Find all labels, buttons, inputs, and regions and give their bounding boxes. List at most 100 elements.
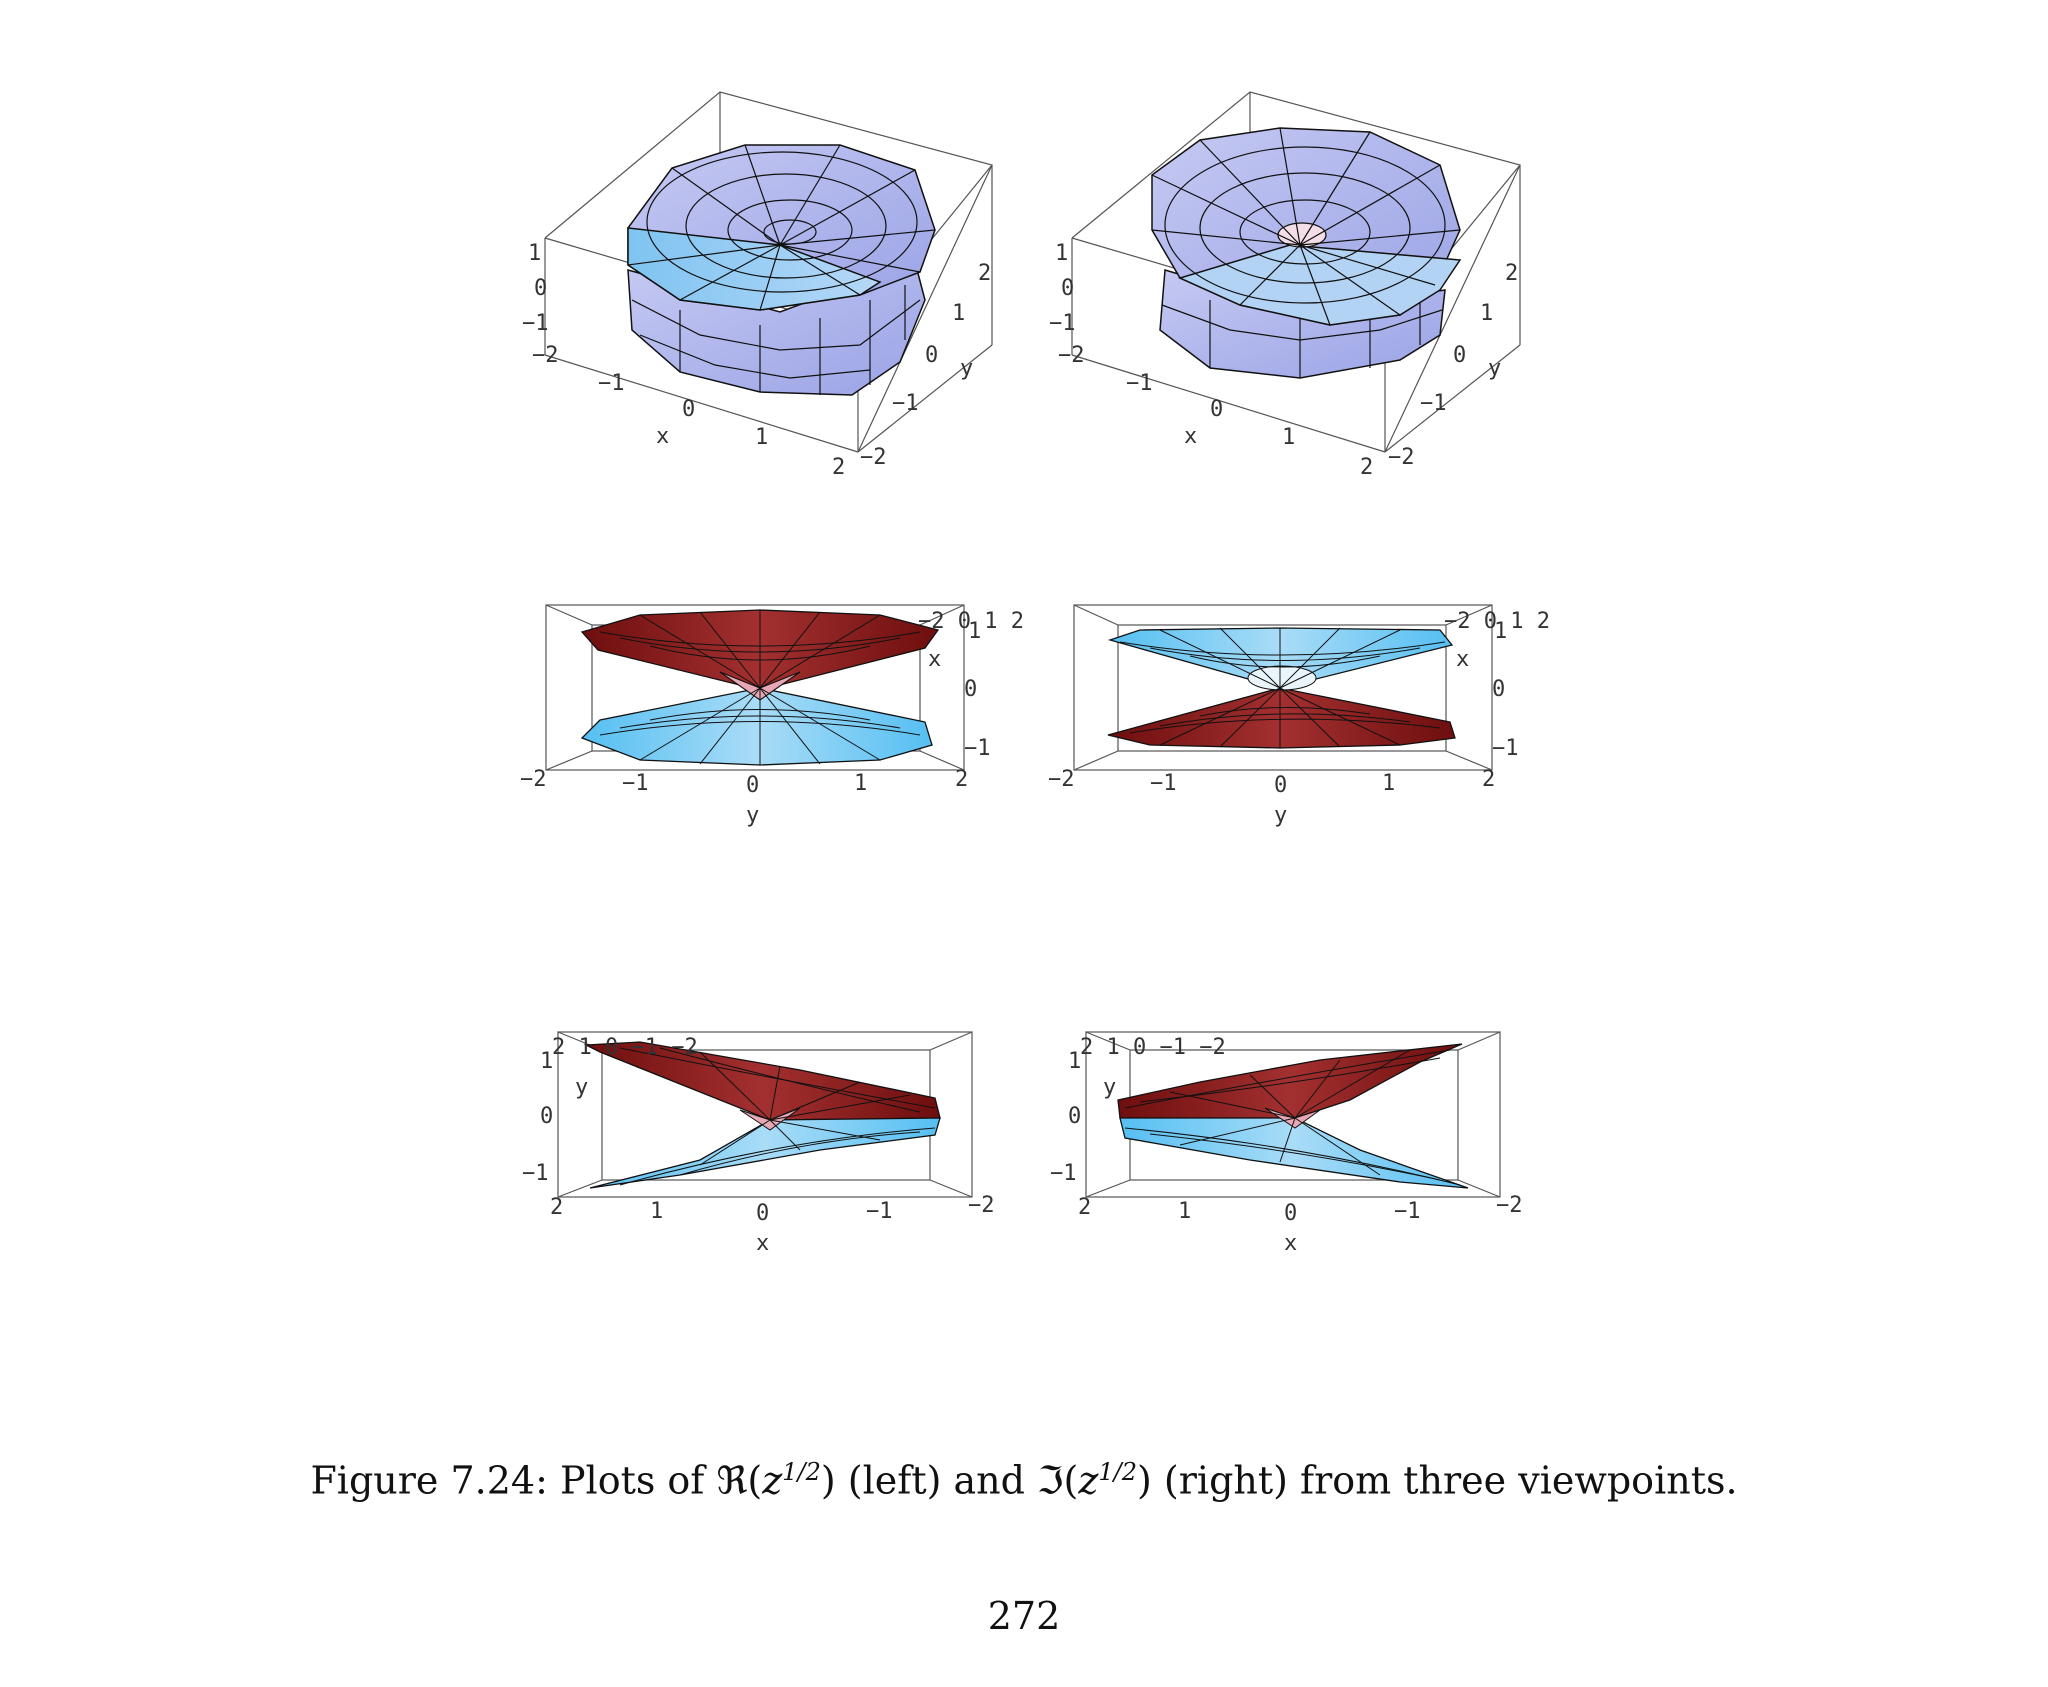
y-tick-1: 1: [1480, 301, 1493, 326]
x-tick-m1: −1: [598, 371, 625, 396]
h-axis-label: x: [1284, 1231, 1297, 1256]
caption-mid: (left) and ℑ: [835, 1458, 1064, 1503]
h-tick-m2: −2: [520, 767, 547, 792]
x-axis-label: x: [656, 424, 669, 449]
corner-ticks: 2 1 0 −1 −2: [1080, 1035, 1226, 1060]
mesh: [619, 1047, 936, 1186]
x-tick-m1: −1: [1126, 371, 1153, 396]
y-tick-m2: −2: [1388, 445, 1415, 470]
z-tick-m1: −1: [1049, 311, 1076, 336]
h-tick-m1: −1: [622, 771, 649, 796]
panel-re-view1: 1 0 −1 −2 −1 0 1 2 x −2 −1 0 1 2 y: [522, 91, 993, 480]
tick-labels: 1 0 −1 −2 −1 0 1 2 x −2 −1 0 1 2 y: [1049, 241, 1518, 480]
figure-7-24-plots: 1 0 −1 −2 −1 0 1 2 x −2 −1 0 1 2 y: [520, 91, 1550, 1256]
corner-ticks: 2 1 0 −1 −2: [552, 1035, 698, 1060]
page-number: 272: [987, 1594, 1061, 1638]
y-axis-label: y: [1488, 356, 1501, 381]
mesh-lower: [1161, 295, 1443, 378]
mesh-lower: [631, 285, 921, 395]
caption-z-2: z: [1078, 1458, 1099, 1503]
z-tick-1: 1: [540, 1049, 553, 1074]
y-tick-0: 0: [925, 343, 938, 368]
bounding-box: [1085, 1031, 1501, 1198]
tick-labels: 1 0 −1 −2 −1 0 1 2 y −2 0 1 2 x: [1048, 609, 1550, 828]
x-tick-m2: −2: [1058, 343, 1085, 368]
panel-im-view3: 1 0 −1 2 1 0 −1 −2 x 2 1 0 −1 −2 y: [1050, 1031, 1523, 1256]
h-tick-1: 1: [650, 1199, 663, 1224]
z-tick-1: 1: [1068, 1049, 1081, 1074]
z-tick-0: 0: [540, 1104, 553, 1129]
surface-upper-front: [1177, 244, 1462, 326]
neck: [1264, 1107, 1321, 1129]
panel-re-view2: 1 0 −1 −2 −1 0 1 2 y −2 0 1 2 x: [520, 604, 1024, 828]
h-tick-m1: −1: [866, 1199, 893, 1224]
x-tick-2: 2: [1360, 455, 1373, 480]
h-tick-2: 2: [1482, 767, 1495, 792]
z-tick-0: 0: [534, 276, 547, 301]
z-tick-m1: −1: [522, 311, 549, 336]
tick-labels: 1 0 −1 2 1 0 −1 −2 x 2 1 0 −1 −2 y: [1050, 1035, 1523, 1256]
h-tick-m2: −2: [1496, 1193, 1523, 1218]
h-tick-1: 1: [1178, 1199, 1191, 1224]
corner-ticks: −2 0 1 2: [1444, 609, 1550, 634]
h-tick-0: 0: [1284, 1201, 1297, 1226]
h-tick-2: 2: [955, 767, 968, 792]
tick-labels: 1 0 −1 −2 −1 0 1 2 y −2 0 1 2 x: [520, 609, 1024, 828]
h-tick-m1: −1: [1150, 771, 1177, 796]
y-tick-m2: −2: [860, 445, 887, 470]
tick-labels: 1 0 −1 2 1 0 −1 −2 x 2 1 0 −1 −2 y: [522, 1035, 995, 1256]
figure-caption: Figure 7.24: Plots of ℜ(z1/2) (left) and…: [310, 1458, 1738, 1503]
z-tick-m1: −1: [1050, 1161, 1077, 1186]
h-tick-m2: −2: [1048, 767, 1075, 792]
neck: [739, 1107, 801, 1131]
corner-axis-label: y: [575, 1075, 588, 1100]
z-tick-0: 0: [1068, 1104, 1081, 1129]
mesh-upper: [627, 144, 936, 311]
h-tick-m1: −1: [1394, 1199, 1421, 1224]
h-tick-1: 1: [854, 771, 867, 796]
z-tick-0: 0: [964, 677, 977, 702]
y-tick-0: 0: [1453, 343, 1466, 368]
bounding-box: [545, 604, 965, 771]
y-tick-2: 2: [978, 261, 991, 286]
mesh: [1119, 627, 1446, 748]
panel-im-view2: 1 0 −1 −2 −1 0 1 2 y −2 0 1 2 x: [1048, 604, 1550, 828]
h-tick-1: 1: [1382, 771, 1395, 796]
z-tick-1: 1: [1055, 241, 1068, 266]
h-tick-2: 2: [1078, 1195, 1091, 1220]
caption-z-1: z: [762, 1458, 783, 1503]
z-tick-m1: −1: [522, 1161, 549, 1186]
h-tick-2: 2: [550, 1195, 563, 1220]
z-tick-m1: −1: [964, 736, 991, 761]
mesh: [599, 610, 921, 765]
bounding-box: [1073, 604, 1493, 771]
caption-suffix: (right) from three viewpoints.: [1151, 1458, 1738, 1503]
surface-lower-cone: [580, 687, 933, 766]
y-tick-m1: −1: [892, 391, 919, 416]
y-axis-label: y: [960, 356, 973, 381]
corner-axis-label: x: [1456, 647, 1469, 672]
h-axis-label: x: [756, 1231, 769, 1256]
surface-upper-sheet: [583, 1041, 941, 1121]
caption-exp-2: 1/2: [1098, 1458, 1138, 1486]
x-tick-2: 2: [832, 455, 845, 480]
x-tick-0: 0: [1210, 397, 1223, 422]
caption-exp-1: 1/2: [782, 1458, 821, 1486]
x-tick-m2: −2: [532, 343, 559, 368]
h-tick-0: 0: [1274, 773, 1287, 798]
z-tick-m1: −1: [1492, 736, 1519, 761]
z-tick-0: 0: [1492, 677, 1505, 702]
mesh: [1124, 1049, 1461, 1186]
y-tick-1: 1: [952, 301, 965, 326]
corner-axis-label: x: [928, 647, 941, 672]
corner-axis-label: y: [1103, 1075, 1116, 1100]
h-tick-0: 0: [746, 773, 759, 798]
corner-ticks: −2 0 1 2: [918, 609, 1024, 634]
h-tick-0: 0: [756, 1201, 769, 1226]
h-tick-m2: −2: [968, 1193, 995, 1218]
z-tick-1: 1: [1494, 619, 1507, 644]
y-tick-2: 2: [1505, 261, 1518, 286]
x-tick-0: 0: [682, 397, 695, 422]
surface-lower-cone: [1107, 687, 1456, 749]
surface-lower-sheet: [589, 1117, 941, 1189]
